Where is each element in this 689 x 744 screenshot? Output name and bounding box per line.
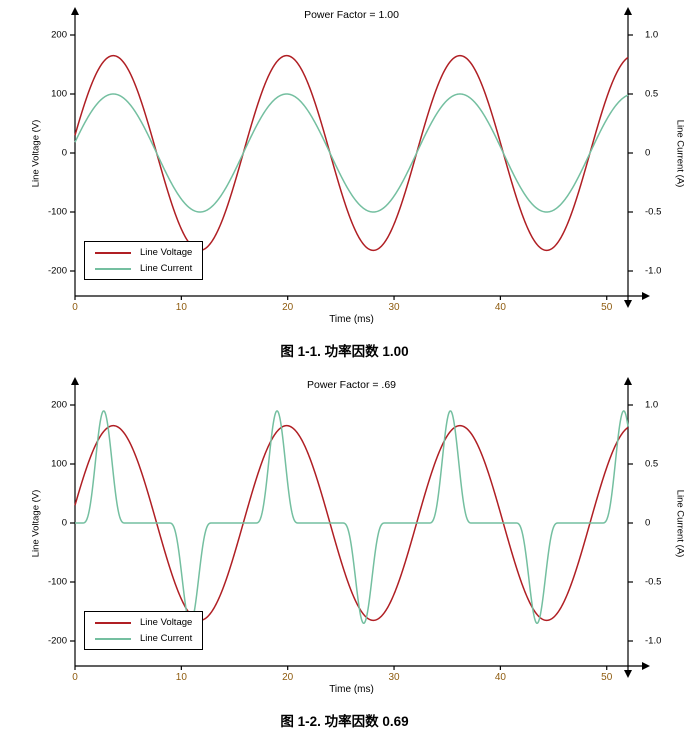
chart-title: Power Factor = .69 <box>307 379 396 391</box>
legend-voltage-label: Line Voltage <box>140 617 193 628</box>
legend: Line Voltage Line Current <box>84 611 204 650</box>
legend-current-label: Line Current <box>140 263 193 274</box>
chart-canvas <box>0 3 689 333</box>
voltage-line-swatch <box>95 621 131 624</box>
x-axis-label: Time (ms) <box>329 684 374 695</box>
legend-voltage-label: Line Voltage <box>140 247 193 258</box>
current-line-swatch <box>95 267 131 270</box>
legend: Line Voltage Line Current <box>84 241 204 280</box>
figure-pf-069: Power Factor = .69 Line Voltage (V) Line… <box>0 373 689 737</box>
chart-title: Power Factor = 1.00 <box>304 9 399 21</box>
chart-pf-069: Power Factor = .69 Line Voltage (V) Line… <box>0 373 689 703</box>
figure-caption: 图 1-2. 功率因数 0.69 <box>280 714 409 729</box>
figure-caption: 图 1-1. 功率因数 1.00 <box>280 344 409 359</box>
chart-canvas <box>0 373 689 703</box>
chart-pf-100: Power Factor = 1.00 Line Voltage (V) Lin… <box>0 3 689 333</box>
legend-row-voltage: Line Voltage <box>95 247 192 258</box>
legend-current-label: Line Current <box>140 633 193 644</box>
current-line-swatch <box>95 637 131 640</box>
figure-pf-100: Power Factor = 1.00 Line Voltage (V) Lin… <box>0 3 689 367</box>
legend-row-current: Line Current <box>95 633 192 644</box>
x-axis-label: Time (ms) <box>329 314 374 325</box>
legend-row-voltage: Line Voltage <box>95 617 192 628</box>
legend-row-current: Line Current <box>95 263 192 274</box>
voltage-line-swatch <box>95 251 131 254</box>
